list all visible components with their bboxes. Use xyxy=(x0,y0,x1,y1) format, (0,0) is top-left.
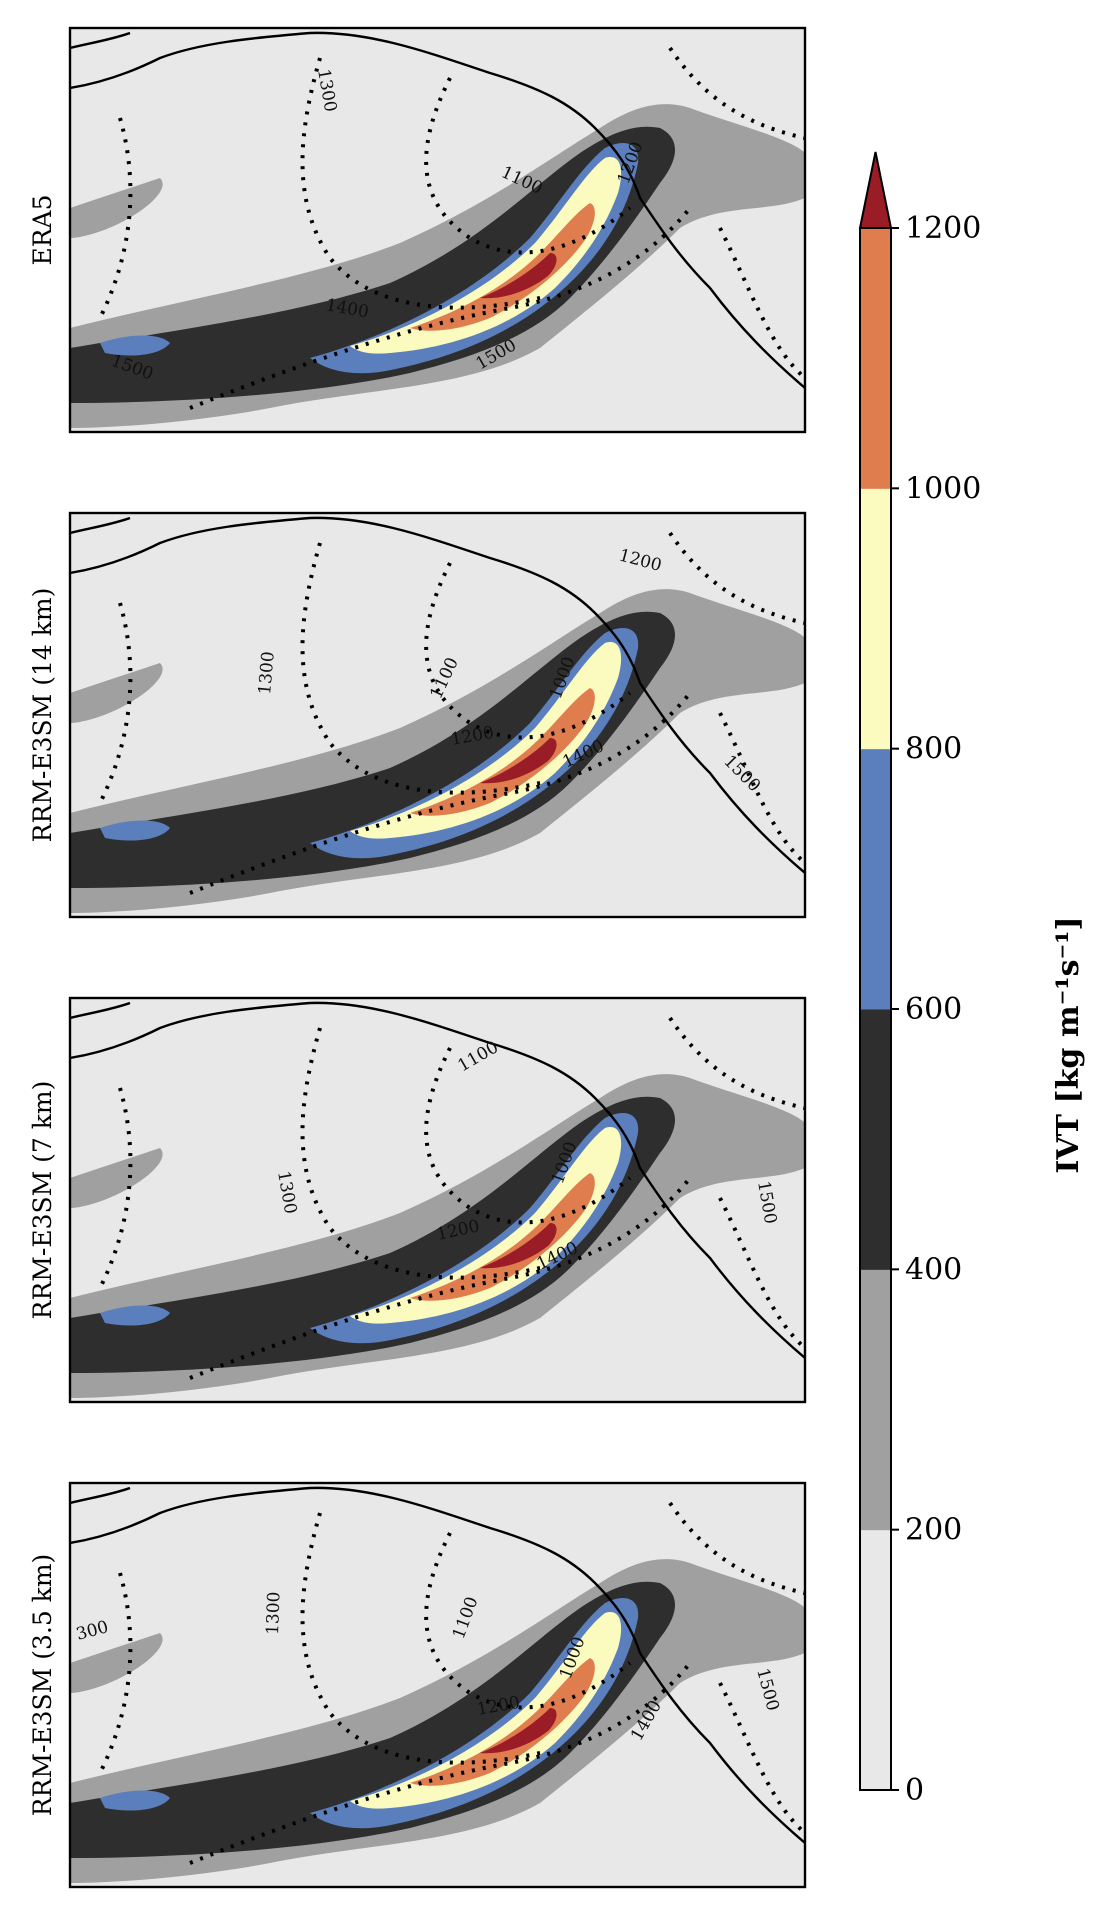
panel-rrm-3-5km: RRM-E3SM (3.5 km) 300 1300 1100 1000 120… xyxy=(28,1481,807,1889)
contour-label: 1300 xyxy=(255,651,279,696)
colorbar-segment xyxy=(860,228,891,489)
panel-label: RRM-E3SM (7 km) xyxy=(28,1081,57,1320)
colorbar-segment xyxy=(860,1529,891,1791)
colorbar-tick-label: 800 xyxy=(905,732,962,767)
panel-label: RRM-E3SM (14 km) xyxy=(28,588,57,843)
colorbar-tick-label: 400 xyxy=(905,1252,962,1287)
colorbar-tick-label: 0 xyxy=(905,1773,924,1808)
ivt-map xyxy=(70,513,805,917)
panel-label: ERA5 xyxy=(28,194,57,265)
ivt-map xyxy=(70,998,805,1402)
colorbar-segment xyxy=(860,1269,891,1531)
colorbar-segment xyxy=(860,1009,891,1270)
panel-rrm-14km: RRM-E3SM (14 km) 1200 1300 1100 1000 120… xyxy=(28,511,807,919)
ivt-map xyxy=(70,28,805,432)
panel-label: RRM-E3SM (3.5 km) xyxy=(28,1554,57,1817)
ivt-map xyxy=(70,1483,805,1887)
panel-rrm-7km: 1100 RRM-E3SM (7 km) 1300 1000 1200 1400… xyxy=(28,996,807,1404)
colorbar-tick-label: 1200 xyxy=(905,211,981,246)
colorbar: 0 200 400 600 800 1000 1200 xyxy=(858,151,981,1808)
colorbar-extend-arrow xyxy=(858,151,893,229)
colorbar-tick-label: 600 xyxy=(905,992,962,1027)
colorbar-segment xyxy=(860,488,891,750)
colorbar-tick-label: 1000 xyxy=(905,471,981,506)
colorbar-segment xyxy=(860,748,891,1010)
contour-label: 1300 xyxy=(263,1591,284,1635)
colorbar-label: IVT [kg m⁻¹s⁻¹] xyxy=(1051,916,1086,1173)
colorbar-tick-label: 200 xyxy=(905,1513,962,1548)
panel-era5: ERA5 1300 1100 1200 1400 1500 1500 xyxy=(28,26,807,434)
